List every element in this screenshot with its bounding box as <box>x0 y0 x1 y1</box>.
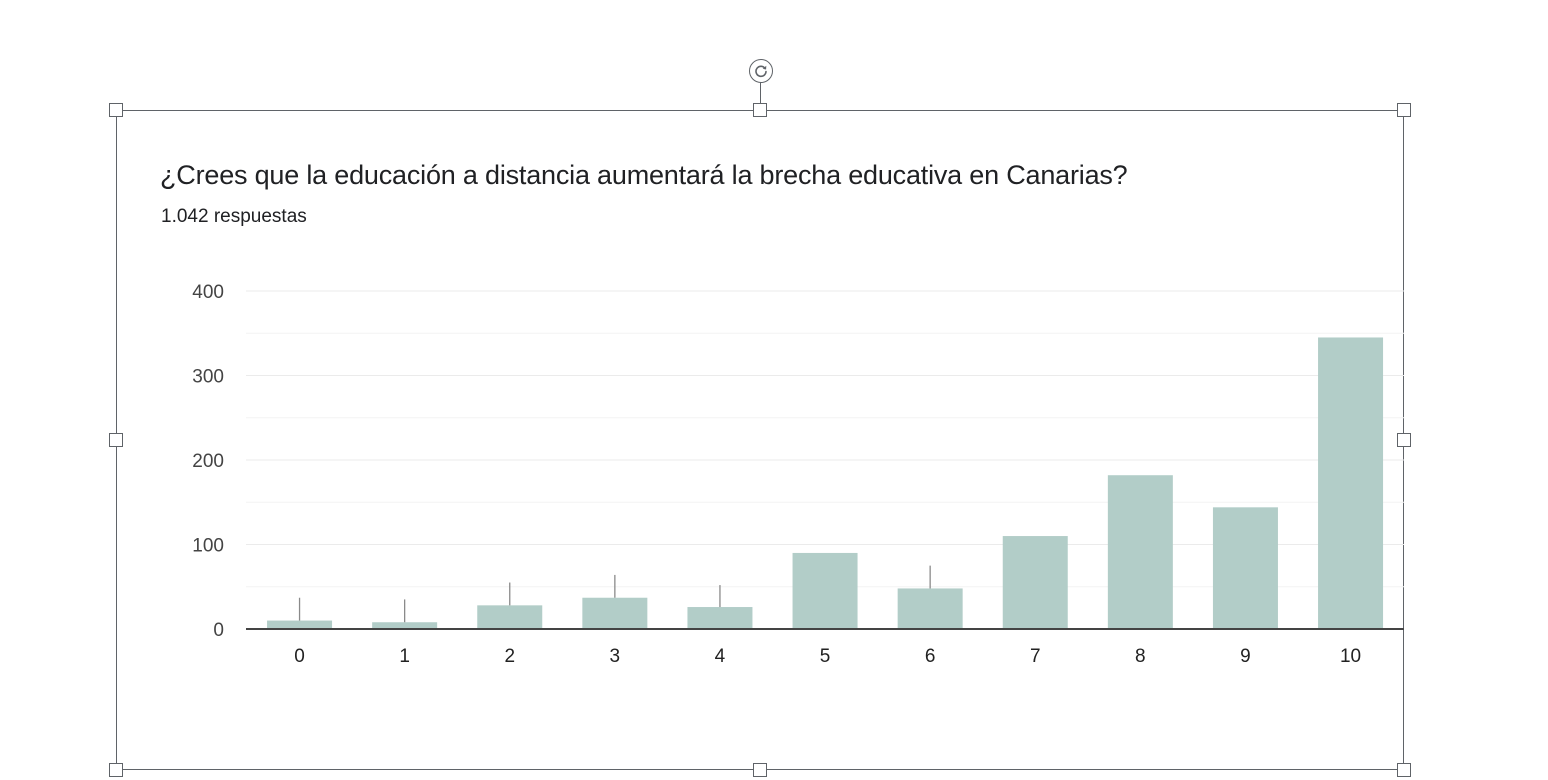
x-tick-label: 6 <box>925 646 936 667</box>
bar-2 <box>477 605 543 629</box>
x-tick-label: 3 <box>610 646 621 667</box>
bar-9 <box>1212 507 1278 629</box>
x-tick-label: 5 <box>820 646 831 667</box>
y-tick-label: 0 <box>213 620 224 641</box>
resize-handle-bottom-right[interactable] <box>1397 763 1411 777</box>
bar-3 <box>582 597 648 629</box>
x-tick-label: 4 <box>715 646 726 667</box>
resize-handle-top-right[interactable] <box>1397 103 1411 117</box>
x-tick-label: 8 <box>1135 646 1146 667</box>
resize-handle-middle-right[interactable] <box>1397 433 1411 447</box>
bar-7 <box>1002 536 1068 629</box>
chart-title: ¿Crees que la educación a distancia aume… <box>160 160 1128 190</box>
bar-4 <box>687 607 753 629</box>
x-tick-label: 10 <box>1340 646 1361 667</box>
x-tick-label: 1 <box>399 646 410 667</box>
resize-handle-bottom-left[interactable] <box>109 763 123 777</box>
x-tick-label: 9 <box>1240 646 1251 667</box>
resize-handle-bottom-center[interactable] <box>753 763 767 777</box>
bar-6 <box>897 588 963 629</box>
rotate-handle-stem <box>760 82 761 104</box>
resize-handle-top-left[interactable] <box>109 103 123 117</box>
bar-1 <box>372 622 438 629</box>
bar-5 <box>792 552 858 629</box>
bar-8 <box>1107 475 1173 629</box>
bar-0 <box>267 620 333 629</box>
y-tick-label: 200 <box>192 451 224 472</box>
y-tick-label: 400 <box>192 282 224 303</box>
y-tick-label: 300 <box>192 367 224 388</box>
x-tick-label: 2 <box>504 646 515 667</box>
y-tick-label: 100 <box>192 536 224 557</box>
x-tick-label: 0 <box>294 646 305 667</box>
rotate-handle[interactable] <box>749 59 773 83</box>
rotate-icon <box>755 65 767 78</box>
resize-handle-middle-left[interactable] <box>109 433 123 447</box>
bar-10 <box>1318 337 1384 629</box>
x-tick-label: 7 <box>1030 646 1041 667</box>
response-count: 1.042 respuestas <box>161 206 307 227</box>
